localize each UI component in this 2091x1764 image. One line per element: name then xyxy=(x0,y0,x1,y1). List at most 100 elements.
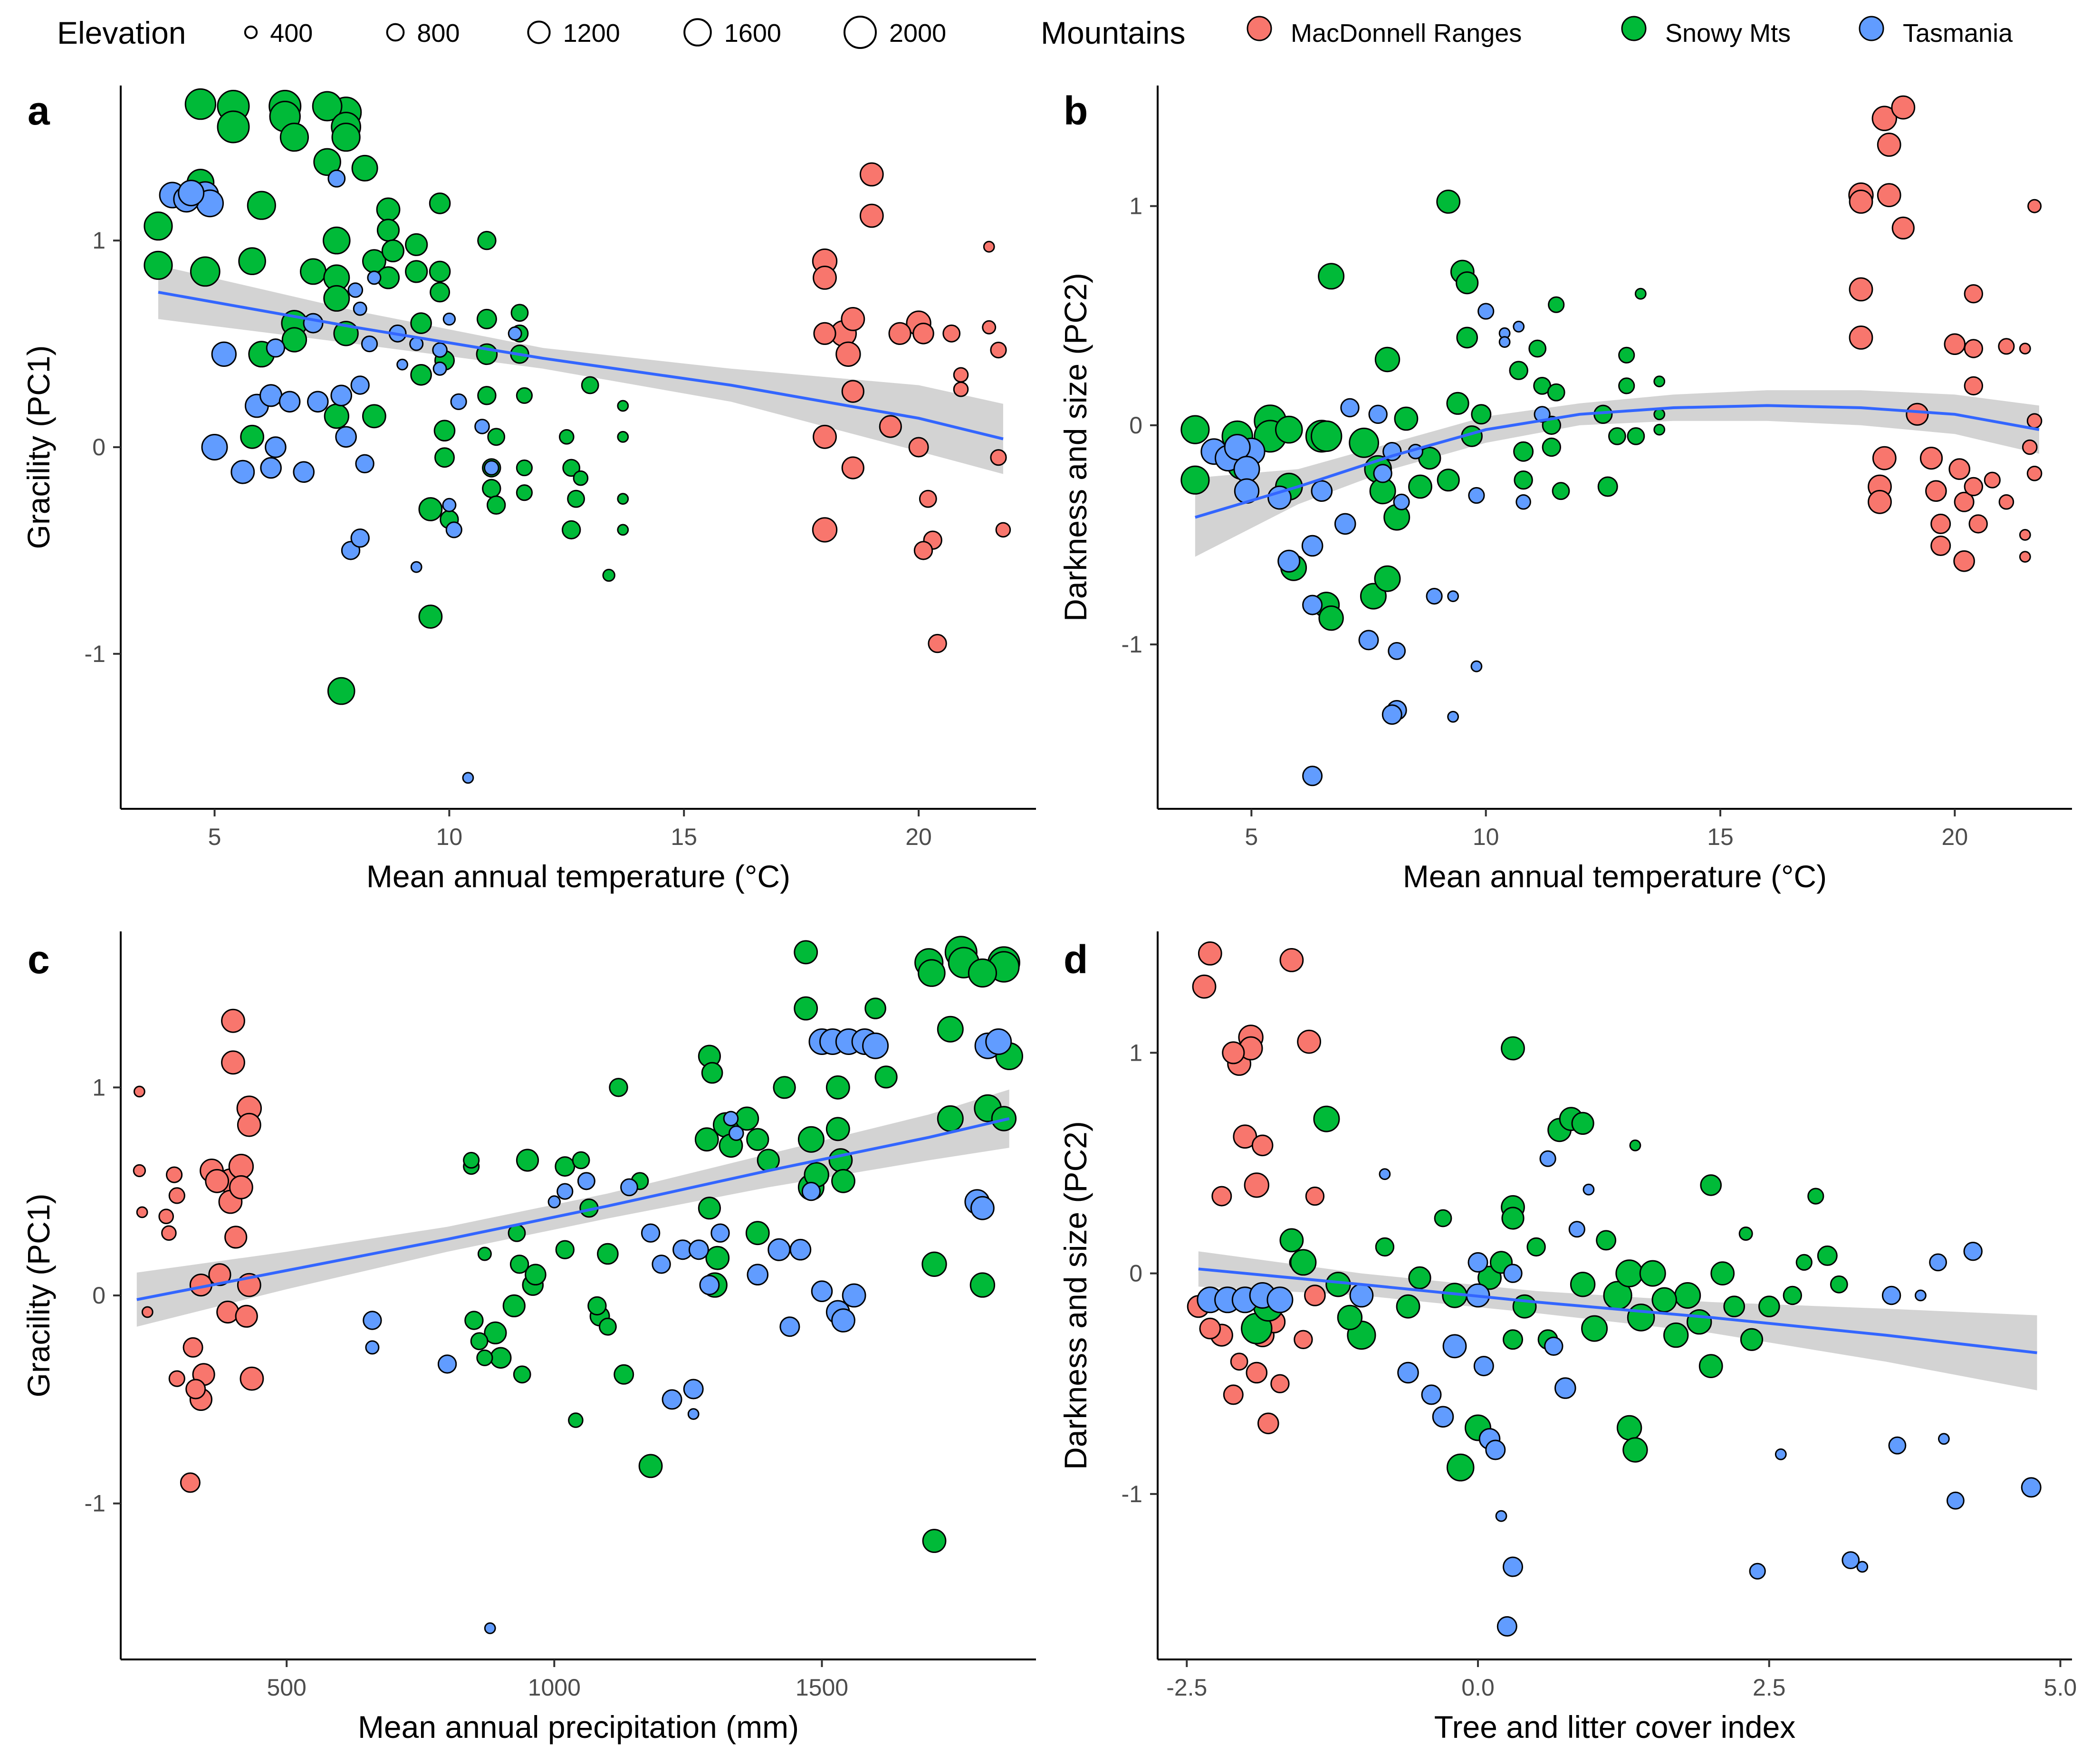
data-point xyxy=(1849,190,1873,214)
data-point xyxy=(982,320,997,335)
data-point xyxy=(825,1075,850,1100)
data-point xyxy=(1758,1295,1780,1317)
data-point xyxy=(1651,1287,1677,1313)
data-point xyxy=(184,88,217,120)
data-point xyxy=(464,1311,484,1330)
data-point xyxy=(2026,466,2043,481)
data-point xyxy=(2021,1477,2042,1498)
data-point xyxy=(921,1251,947,1277)
legend-elevation-label: 2000 xyxy=(889,19,946,48)
data-point xyxy=(841,456,864,479)
data-point xyxy=(922,1529,947,1553)
data-point xyxy=(330,384,353,407)
x-tick-label: -2.5 xyxy=(1166,1674,1207,1701)
x-tick-label: 500 xyxy=(267,1674,306,1701)
data-point xyxy=(1374,565,1401,592)
data-point xyxy=(831,1308,855,1333)
data-point xyxy=(1180,415,1210,444)
data-point xyxy=(484,1622,496,1634)
data-point xyxy=(136,1206,148,1218)
data-point xyxy=(429,192,451,214)
data-point xyxy=(168,1187,185,1204)
data-point xyxy=(1447,710,1459,723)
legend-mountain-label: Snowy Mts xyxy=(1665,19,1791,48)
data-point xyxy=(430,282,451,303)
data-point xyxy=(477,386,497,405)
data-point xyxy=(801,1181,821,1201)
data-point xyxy=(683,1379,704,1400)
data-point xyxy=(1723,1295,1745,1317)
data-point xyxy=(266,338,286,358)
data-point xyxy=(1503,1264,1523,1283)
data-point xyxy=(323,226,351,255)
data-point xyxy=(1888,1436,1907,1455)
data-point xyxy=(1795,1254,1813,1271)
data-point xyxy=(968,958,997,988)
data-point xyxy=(577,1172,595,1190)
data-point xyxy=(1872,446,1897,470)
data-point xyxy=(562,520,581,540)
data-point xyxy=(617,431,629,443)
legend-elevation-circle xyxy=(386,23,405,42)
legend-mountain-swatch xyxy=(1247,16,1272,41)
data-point xyxy=(567,489,585,508)
data-point xyxy=(789,1238,812,1261)
data-point xyxy=(1944,333,1966,355)
data-point xyxy=(303,313,324,334)
data-point xyxy=(953,381,969,397)
smooth-line xyxy=(1198,1267,2037,1354)
data-point xyxy=(418,604,443,629)
data-point xyxy=(614,1364,634,1385)
data-point xyxy=(217,110,250,144)
data-point xyxy=(652,1255,671,1274)
points xyxy=(133,936,1023,1634)
data-point xyxy=(362,404,386,429)
data-point xyxy=(2019,551,2031,563)
data-point xyxy=(1442,1334,1467,1359)
data-point xyxy=(1871,105,1898,131)
data-point xyxy=(1534,406,1551,423)
data-point xyxy=(662,1389,682,1410)
data-point xyxy=(381,239,405,263)
legend-elevation-circle xyxy=(527,20,551,44)
data-point xyxy=(1360,583,1387,610)
legend: Elevation 400 800 1200 1600 2000 Mountains M… xyxy=(57,15,2013,50)
data-point xyxy=(1925,480,1947,502)
data-point xyxy=(1964,376,1983,396)
data-point xyxy=(144,211,173,241)
data-point xyxy=(1963,1242,1983,1261)
x-tick-label: 1000 xyxy=(528,1674,581,1701)
data-point xyxy=(1434,1209,1452,1227)
data-point xyxy=(134,1085,145,1098)
data-point xyxy=(835,341,861,367)
data-point xyxy=(1437,469,1460,492)
data-point xyxy=(841,307,865,331)
data-point xyxy=(1294,1330,1313,1350)
data-point xyxy=(474,419,490,434)
y-tick-label: -1 xyxy=(85,641,106,667)
smooth-line xyxy=(158,290,1004,441)
data-point xyxy=(365,1340,380,1355)
data-point xyxy=(265,436,287,458)
data-point xyxy=(970,1196,995,1220)
data-point xyxy=(859,162,884,187)
data-point xyxy=(1468,487,1485,504)
data-point xyxy=(913,541,933,560)
data-point xyxy=(572,1151,590,1170)
data-point xyxy=(1270,1374,1290,1393)
data-point xyxy=(221,1050,245,1075)
x-tick-label: 15 xyxy=(1707,824,1734,850)
panel-b: b 5 10 15 20 -1 0 1 Mean annual temperature (°C)… xyxy=(1058,86,2072,894)
data-point xyxy=(396,358,408,371)
data-point xyxy=(418,497,443,521)
data-point xyxy=(1473,1356,1494,1377)
data-point xyxy=(463,1151,480,1169)
data-point xyxy=(864,997,886,1019)
data-point xyxy=(1930,536,1951,556)
data-point xyxy=(1501,1036,1525,1061)
data-point xyxy=(841,380,864,403)
data-point xyxy=(1509,361,1528,380)
data-point xyxy=(990,342,1007,359)
y-tick-label: -1 xyxy=(1122,631,1142,658)
data-point xyxy=(1318,263,1345,290)
